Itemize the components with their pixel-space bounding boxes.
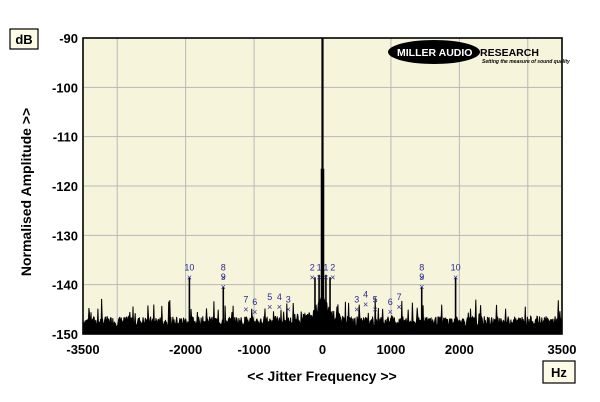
marker-cross: × (221, 272, 226, 282)
harmonic-marker: ×10 (451, 262, 461, 282)
marker-cross: × (221, 282, 226, 292)
y-unit-badge: dB (9, 28, 39, 50)
marker-cross: × (316, 272, 321, 282)
y-tick-label: -140 (52, 278, 78, 293)
marker-number: 9 (419, 272, 424, 282)
x-tick-label: 1000 (376, 342, 405, 357)
harmonic-markers: ×10×8×9×7×6×5×4×3×2×1×1×2×3×4×5×6×7×8×9 ×… (184, 262, 460, 317)
marker-number: 7 (243, 294, 248, 304)
x-tick-labels: -3500 -2000 -1000 0 1000 2000 3500 (66, 342, 576, 357)
marker-number: 1 (323, 262, 328, 272)
harmonic-marker: ×2 (310, 262, 315, 282)
harmonic-marker: ×2 (330, 262, 335, 282)
harmonic-marker: ×10 (184, 262, 194, 282)
logo-tail-text: RESEARCH (480, 47, 539, 59)
marker-number: 10 (451, 262, 461, 272)
harmonic-marker: ×6 (388, 297, 393, 317)
marker-number: 8 (221, 262, 226, 272)
y-tick-label: -130 (52, 228, 78, 243)
harmonic-marker: ×1 (316, 262, 321, 282)
logo-main-text: MILLER AUDIO (397, 47, 472, 59)
harmonic-marker: ×7 (397, 292, 402, 312)
marker-cross: × (267, 302, 272, 312)
y-axis-label: Normalised Amplitude >> (18, 108, 34, 276)
marker-number: 3 (354, 294, 359, 304)
harmonic-marker: ×4 (363, 289, 368, 309)
marker-cross: × (286, 304, 291, 314)
marker-cross: × (453, 272, 458, 282)
harmonic-marker: ×6 (252, 297, 257, 317)
marker-cross: × (363, 299, 368, 309)
y-tick-label: -100 (52, 80, 78, 95)
marker-number: 5 (267, 292, 272, 302)
harmonic-marker: ×3 (286, 294, 291, 314)
plot-frame (82, 37, 563, 335)
marker-cross: × (354, 304, 359, 314)
marker-cross: × (323, 272, 328, 282)
marker-cross: × (330, 272, 335, 282)
marker-cross: × (243, 304, 248, 314)
x-tick-label: 3500 (548, 342, 577, 357)
marker-number: 6 (252, 297, 257, 307)
y-tick-label: -90 (59, 31, 78, 46)
marker-number: 5 (373, 294, 378, 304)
marker-number: 1 (317, 262, 322, 272)
harmonic-marker: ×5 (373, 294, 378, 314)
marker-number: 4 (277, 292, 282, 302)
harmonic-marker: ×7 (243, 294, 248, 314)
marker-number: 4 (363, 289, 368, 299)
x-tick-label: -2000 (169, 342, 202, 357)
x-tick-label: 0 (319, 342, 326, 357)
x-tick-label: -3500 (66, 342, 99, 357)
harmonic-marker: ×1 (323, 262, 328, 282)
y-tick-label: -110 (53, 130, 78, 145)
y-tick-label: -120 (52, 179, 78, 194)
miller-audio-research-logo: MILLER AUDIO RESEARCH Setting the measur… (388, 40, 570, 65)
x-unit-label: Hz (551, 365, 567, 380)
marker-number: 3 (286, 294, 291, 304)
x-axis-label: << Jitter Frequency >> (247, 368, 396, 384)
marker-number: 2 (310, 262, 315, 272)
x-tick-label: -1000 (237, 342, 270, 357)
marker-cross: × (388, 307, 393, 317)
x-tick-label: 2000 (445, 342, 474, 357)
harmonic-marker: ×8 (221, 262, 226, 282)
logo-tagline: Setting the measure of sound quality (482, 59, 570, 65)
marker-number: 6 (388, 297, 393, 307)
harmonic-marker: ×3 (354, 294, 359, 314)
marker-number: 10 (184, 262, 194, 272)
marker-cross: × (187, 272, 192, 282)
harmonic-marker: ×5 (267, 292, 272, 312)
x-unit-badge: Hz (542, 360, 576, 384)
marker-number: 9 (221, 272, 226, 282)
harmonic-marker: ×9 (221, 272, 226, 292)
marker-number: 2 (330, 262, 335, 272)
marker-cross: × (419, 282, 424, 292)
marker-cross: × (397, 302, 402, 312)
marker-cross: × (277, 302, 282, 312)
marker-cross: × (373, 304, 378, 314)
harmonic-marker: ×4 (277, 292, 282, 312)
marker-cross: × (252, 307, 257, 317)
harmonic-marker: ×8 (419, 262, 424, 282)
marker-cross: × (419, 272, 424, 282)
y-tick-labels: -90 -100 -110 -120 -130 -140 -150 (52, 31, 78, 342)
marker-cross: × (310, 272, 315, 282)
marker-number: 7 (397, 292, 402, 302)
y-tick-label: -150 (52, 327, 78, 342)
harmonic-marker: ×9 (419, 272, 424, 292)
spectrum-trace (82, 38, 563, 334)
marker-number: 8 (419, 262, 424, 272)
y-unit-label: dB (15, 32, 32, 47)
